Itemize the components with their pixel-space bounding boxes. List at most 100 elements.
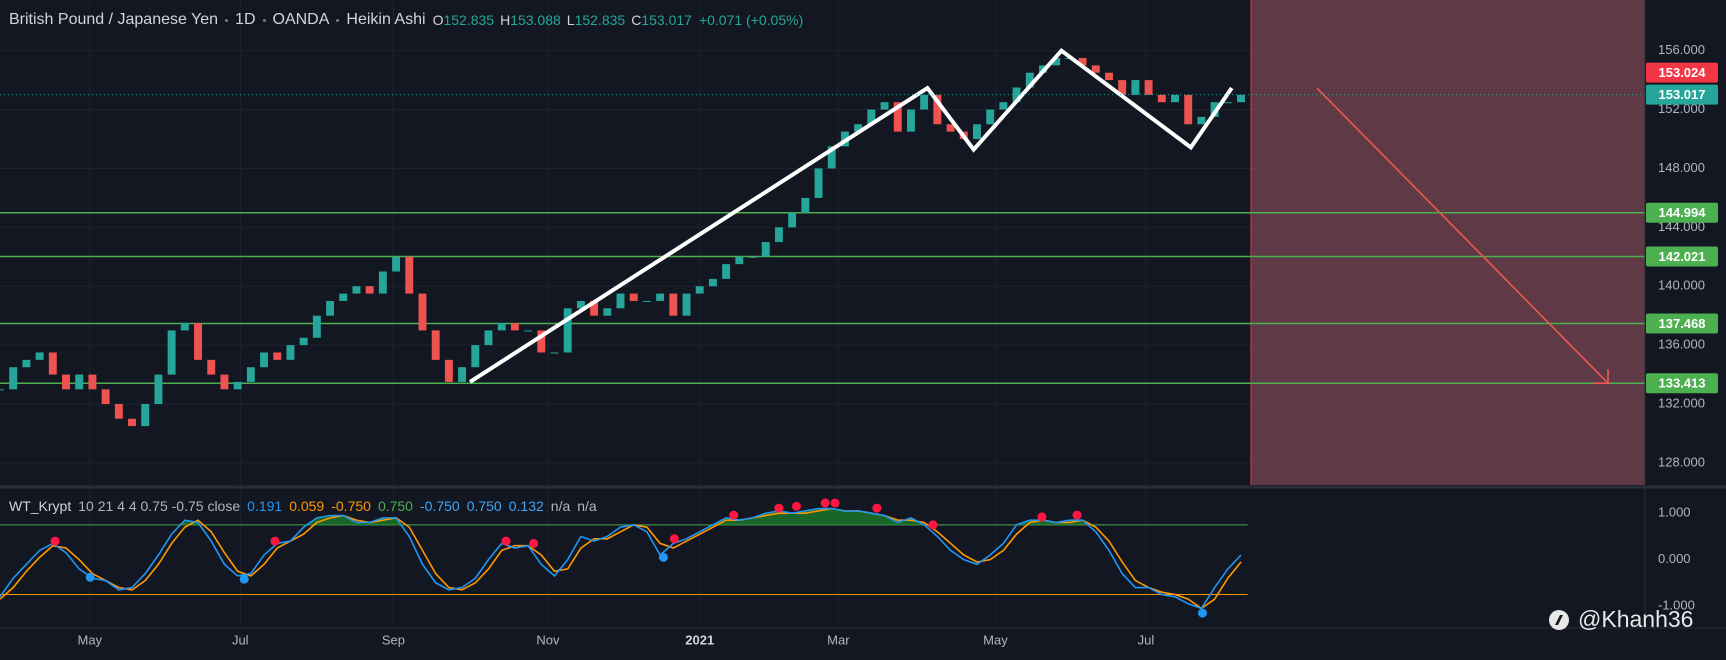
x-tick-label: 2021 — [685, 632, 714, 647]
price-tag — [1646, 62, 1718, 83]
y-tick-label: -1.000 — [1658, 598, 1695, 613]
price-tag-label: 153.017 — [1659, 87, 1706, 102]
candle — [642, 300, 651, 302]
signal-dot — [872, 503, 882, 513]
candle — [669, 293, 678, 316]
candle — [867, 109, 876, 125]
candle — [854, 124, 863, 132]
signal-dot — [830, 498, 840, 508]
candle — [973, 124, 981, 139]
sep — [262, 18, 266, 22]
signal-dot — [50, 536, 60, 546]
candle — [708, 278, 717, 287]
readout: 0.750 — [466, 498, 502, 514]
candle — [9, 367, 18, 390]
signal-dot — [669, 534, 679, 544]
signal-dot — [820, 498, 830, 508]
candle — [207, 359, 216, 375]
candle — [603, 308, 612, 316]
candle — [392, 256, 401, 272]
signal-dot — [729, 510, 739, 520]
exchange: OANDA — [272, 11, 330, 28]
ohlc: O152.835 H153.088 L152.835 C153.017 — [433, 12, 692, 28]
x-tick-label: Nov — [536, 632, 560, 647]
candle — [286, 345, 295, 360]
candle — [35, 352, 44, 360]
candle — [0, 389, 4, 391]
zigzag — [468, 47, 1234, 384]
candle — [233, 381, 242, 390]
ohlc-label: O — [432, 12, 444, 28]
candle — [1157, 94, 1166, 103]
candle — [88, 374, 97, 390]
readout: n/a — [577, 498, 597, 514]
signal-dot — [270, 536, 280, 546]
candle — [180, 323, 189, 331]
x-tick-label: Jul — [232, 632, 249, 647]
candle — [431, 330, 440, 360]
interval: 1D — [235, 11, 256, 28]
candle — [339, 293, 348, 301]
signal-dot — [239, 574, 249, 584]
candle — [114, 404, 123, 419]
candle — [220, 374, 229, 390]
y-tick-label: 140.000 — [1658, 278, 1705, 293]
candle — [1131, 80, 1140, 95]
candle — [986, 109, 995, 125]
logo — [1549, 609, 1569, 630]
signal-dot — [1037, 512, 1047, 522]
candle — [1078, 58, 1087, 66]
y-tick-label: 152.000 — [1658, 101, 1705, 116]
candle — [1118, 80, 1127, 95]
candle — [537, 330, 546, 353]
arrow-head — [1594, 369, 1609, 385]
candle — [656, 293, 665, 301]
candle — [827, 146, 836, 169]
ohlc-label: H — [500, 12, 511, 28]
candle — [299, 337, 308, 346]
candle — [920, 94, 929, 110]
ohlc-value: 152.835 — [574, 12, 626, 28]
candle — [576, 300, 585, 309]
watermark-text: @Khanh36 — [1578, 606, 1694, 632]
candle — [444, 359, 453, 382]
candle — [154, 374, 163, 405]
indicator-header: WT_Krypt 10 21 4 4 0.75 -0.75 close 0.19… — [9, 498, 597, 514]
price-tag-label: 142.021 — [1659, 249, 1706, 264]
candle — [458, 367, 467, 382]
candle — [312, 315, 321, 338]
y-tick-label: 148.000 — [1658, 160, 1705, 175]
ohlc-value: 153.088 — [510, 12, 561, 28]
price-tag — [1646, 373, 1718, 394]
readout: -0.750 — [331, 498, 371, 514]
sep — [336, 18, 340, 22]
signal-dot — [501, 536, 511, 546]
candle — [497, 323, 506, 331]
signal-dot — [1072, 510, 1082, 520]
candle — [260, 352, 269, 368]
wave-line — [0, 507, 1242, 610]
candle — [75, 374, 84, 390]
y-tick-label: 136.000 — [1658, 337, 1705, 352]
watermark: @Khanh36 — [1548, 606, 1693, 633]
candle — [1171, 94, 1179, 103]
candle — [722, 264, 731, 279]
ohlc-label: C — [631, 12, 642, 28]
candle — [801, 197, 810, 213]
price-tag — [1646, 246, 1718, 267]
readout: -0.750 — [419, 498, 460, 514]
readout: n/a — [550, 498, 571, 514]
candle — [1105, 72, 1113, 81]
x-tick-label: May — [983, 632, 1008, 647]
ohlc-item: C153.017 — [631, 12, 692, 28]
ohlc-label: L — [566, 12, 575, 28]
y-tick-label: 1.000 — [1658, 505, 1691, 520]
candle — [22, 359, 31, 368]
price-tag — [1646, 313, 1718, 334]
y-tick-label: 0.000 — [1658, 551, 1691, 566]
price-tag-label: 137.468 — [1659, 316, 1706, 331]
candle — [563, 308, 572, 353]
price-tag-label: 144.994 — [1659, 205, 1707, 220]
signal-dot — [928, 520, 938, 530]
